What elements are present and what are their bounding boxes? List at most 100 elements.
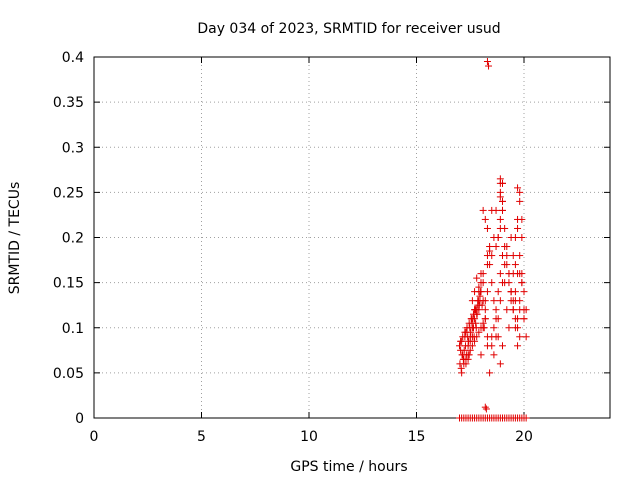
data-point — [499, 206, 506, 214]
data-point — [462, 360, 470, 368]
x-tick-label: 0 — [90, 429, 99, 445]
data-point — [485, 62, 493, 70]
data-point — [511, 261, 519, 269]
data-point — [509, 306, 517, 314]
data-point — [459, 333, 467, 341]
y-tick-label: 0.15 — [53, 276, 84, 292]
data-point — [460, 346, 468, 354]
data-point — [499, 179, 506, 187]
data-point — [503, 261, 511, 269]
data-point — [494, 288, 502, 296]
data-point — [483, 261, 491, 269]
data-point — [473, 306, 481, 314]
data-point — [462, 342, 470, 350]
data-point — [473, 333, 481, 341]
x-tick-label: 10 — [300, 429, 318, 445]
data-point — [471, 288, 479, 296]
y-tick-label: 0 — [75, 411, 84, 427]
data-point — [499, 279, 506, 287]
data-point — [468, 342, 476, 350]
data-point — [503, 252, 511, 260]
data-point — [483, 288, 491, 296]
data-point — [464, 355, 472, 363]
data-point — [492, 243, 500, 251]
data-point — [516, 252, 524, 260]
data-point — [516, 333, 524, 341]
y-axis-title: SRMTID / TECUs — [7, 182, 23, 295]
data-point — [496, 360, 504, 368]
data-point — [481, 215, 489, 223]
data-point — [509, 252, 517, 260]
data-point — [505, 324, 513, 332]
x-tick-label: 5 — [197, 429, 206, 445]
data-point — [518, 234, 526, 241]
x-axis-title: GPS time / hours — [290, 459, 407, 475]
data-point — [486, 247, 494, 255]
y-tick-label: 0.25 — [53, 185, 84, 201]
x-tick-label: 15 — [408, 429, 426, 445]
data-point — [490, 351, 498, 359]
data-point — [514, 184, 522, 192]
data-point — [490, 324, 498, 332]
data-point — [481, 297, 489, 305]
data-point — [466, 333, 474, 341]
data-point — [456, 342, 463, 350]
data-point — [468, 324, 476, 332]
data-points — [456, 58, 530, 422]
data-point — [518, 279, 526, 287]
data-point — [479, 324, 487, 332]
data-point — [481, 315, 489, 323]
data-point — [483, 252, 491, 260]
data-point — [461, 328, 469, 336]
y-tick-label: 0.3 — [62, 140, 84, 156]
data-point — [499, 197, 506, 205]
chart-title: Day 034 of 2023, SRMTID for receiver usu… — [197, 21, 500, 37]
data-point — [477, 351, 485, 359]
data-point — [488, 206, 496, 214]
y-tick-label: 0.4 — [62, 50, 84, 66]
data-point — [505, 279, 513, 287]
x-tick-label: 20 — [515, 429, 533, 445]
data-point — [483, 58, 491, 66]
data-point — [514, 224, 522, 232]
data-point — [503, 306, 511, 314]
data-point — [496, 297, 504, 305]
data-point — [496, 215, 504, 223]
data-point — [474, 301, 482, 309]
data-point — [490, 297, 498, 305]
data-point — [488, 342, 496, 350]
data-point — [458, 369, 466, 377]
ticks: 0 0.05 0.1 0.15 0.2 0.25 0.3 0.35 0.4 0 5 10 15 20 — [53, 50, 610, 445]
data-point — [465, 319, 473, 327]
data-point — [465, 337, 473, 345]
data-point — [507, 288, 515, 296]
data-point — [501, 243, 509, 251]
grid — [94, 57, 610, 418]
data-point — [522, 414, 530, 422]
data-point — [516, 270, 524, 278]
data-point — [514, 324, 522, 332]
data-point — [522, 333, 530, 341]
data-point — [473, 274, 481, 282]
data-point — [457, 337, 465, 345]
data-point — [471, 337, 479, 345]
data-point — [466, 346, 474, 354]
data-point — [490, 234, 498, 241]
data-point — [486, 369, 494, 377]
data-point — [475, 283, 483, 291]
y-tick-label: 0.1 — [62, 321, 84, 337]
data-point — [483, 224, 491, 232]
data-point — [496, 270, 504, 278]
data-point — [477, 270, 485, 278]
data-point — [479, 206, 487, 214]
data-point — [469, 310, 477, 318]
data-point — [481, 306, 489, 314]
data-point — [501, 224, 509, 232]
data-point — [479, 279, 487, 287]
data-point — [520, 315, 528, 323]
data-point — [492, 306, 500, 314]
y-tick-label: 0.05 — [53, 366, 84, 382]
data-point — [522, 306, 530, 314]
data-point — [471, 315, 479, 323]
